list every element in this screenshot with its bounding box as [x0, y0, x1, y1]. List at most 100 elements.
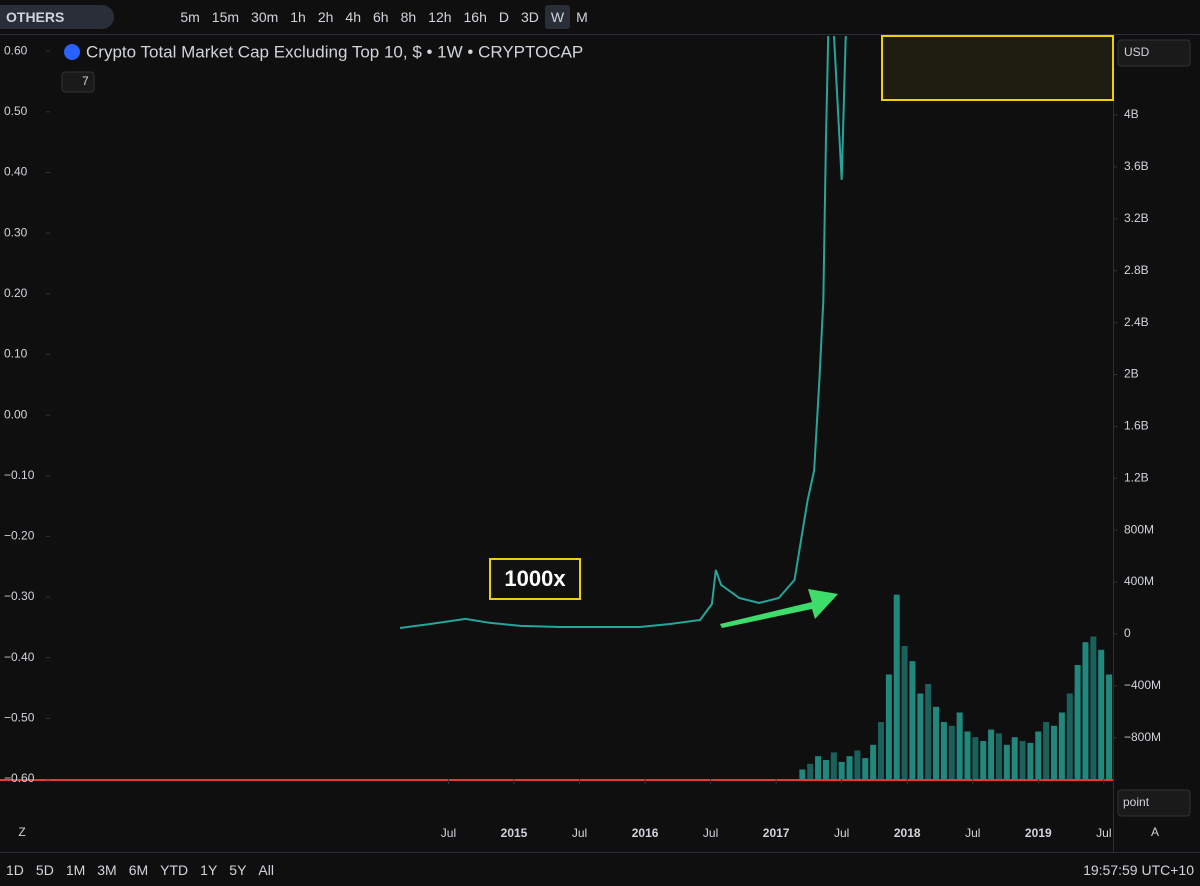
- symbol-search[interactable]: OTHERS: [0, 5, 115, 29]
- y-tick-label: 0.60: [4, 43, 28, 57]
- chart: Crypto Total Market Cap Excluding Top 10…: [0, 34, 1191, 852]
- x-tick-label: Jul: [834, 826, 849, 840]
- interval-button[interactable]: 4h: [345, 9, 361, 25]
- interval-button[interactable]: D: [498, 9, 509, 25]
- interval-button[interactable]: 12h: [428, 9, 452, 25]
- scale-mode: point: [1123, 795, 1150, 809]
- pane-divider: [0, 779, 1113, 781]
- volume-bar: [1066, 693, 1073, 779]
- x-tick-label: 2016: [632, 826, 659, 840]
- interval-button[interactable]: 16h: [463, 9, 487, 25]
- y2-tick-label: 400M: [1124, 574, 1154, 588]
- y-tick-label: −0.40: [4, 650, 35, 664]
- volume-bar: [807, 763, 814, 779]
- drawing-rect[interactable]: [881, 35, 1114, 101]
- y-tick-label: 0.40: [4, 165, 28, 179]
- plot: [399, 36, 1113, 779]
- volume-bar: [1035, 731, 1042, 779]
- volume-bar: [846, 756, 853, 779]
- interval-button[interactable]: 1h: [290, 9, 306, 25]
- volume-bar: [901, 646, 908, 779]
- auto-button[interactable]: A: [1151, 825, 1159, 839]
- y-tick-label: −0.10: [4, 468, 35, 482]
- y2-tick-label: 4B: [1124, 107, 1139, 121]
- volume-bar: [964, 731, 971, 779]
- volume-bar: [972, 737, 979, 779]
- interval-button[interactable]: 15m: [211, 9, 240, 25]
- x-tick-label: Jul: [572, 826, 587, 840]
- scale-select[interactable]: [1117, 789, 1191, 817]
- y-tick-label: 0.50: [4, 104, 28, 118]
- range-button[interactable]: 1Y: [200, 862, 218, 878]
- y-tick-label: 0.10: [4, 347, 28, 361]
- interval-button[interactable]: 6h: [373, 9, 389, 25]
- y-tick-label: 0.00: [4, 407, 28, 421]
- volume-bar: [917, 693, 924, 779]
- range-button[interactable]: 3M: [97, 862, 117, 878]
- volume-bar: [909, 661, 916, 779]
- range-button[interactable]: 5D: [35, 862, 54, 878]
- volume-bar: [1051, 725, 1058, 779]
- price-line: [399, 36, 847, 629]
- volume-bar: [830, 752, 837, 779]
- annotation-box: [489, 558, 581, 600]
- currency: USD: [1124, 45, 1150, 59]
- y2-tick-label: 1.2B: [1124, 470, 1149, 484]
- range-button[interactable]: All: [258, 862, 274, 878]
- interval-button[interactable]: 5m: [180, 9, 200, 25]
- volume-bar: [1106, 674, 1113, 779]
- range-button[interactable]: 5Y: [229, 862, 247, 878]
- interval-button[interactable]: W: [544, 5, 571, 29]
- y-tick-label: −0.30: [4, 589, 35, 603]
- y-tick-label: −0.20: [4, 529, 35, 543]
- volume-bar: [870, 744, 877, 779]
- volume-bar: [838, 761, 845, 779]
- volume-bar: [1098, 649, 1105, 779]
- volume-bar: [1019, 741, 1026, 779]
- y-tick-label: 0.20: [4, 286, 28, 300]
- range-button[interactable]: 6M: [128, 862, 149, 878]
- range-button[interactable]: 1M: [65, 862, 86, 878]
- x-tick-label: 2019: [1025, 826, 1052, 840]
- volume-bar: [1027, 742, 1034, 779]
- axis-border: [1113, 34, 1114, 852]
- zoom-button[interactable]: Z: [18, 825, 25, 839]
- y2-tick-label: 2B: [1124, 367, 1139, 381]
- bottom-bar: 1D 5D 1M 3M 6M YTD 1Y 5Y All 19:57:59 UTC+10: [0, 852, 1200, 886]
- y-tick-label: −0.50: [4, 711, 35, 725]
- x-tick-label: 2017: [763, 826, 790, 840]
- annotation: 1000x: [504, 566, 566, 591]
- x-tick-label: 2018: [894, 826, 921, 840]
- volume-bar: [956, 712, 963, 779]
- interval-button[interactable]: 8h: [400, 9, 417, 25]
- interval-button[interactable]: 3D: [521, 9, 539, 25]
- legend-toggle[interactable]: [61, 71, 95, 93]
- y2-tick-label: 800M: [1124, 522, 1154, 536]
- volume-bar: [885, 674, 892, 779]
- y-tick-label: −0.60: [4, 771, 35, 785]
- x-tick-label: Jul: [1096, 826, 1111, 840]
- interval-button[interactable]: M: [576, 9, 588, 25]
- volume-bar: [1058, 712, 1065, 779]
- volume-bar: [925, 684, 932, 779]
- volume-bar: [822, 760, 829, 779]
- currency-select[interactable]: [1117, 39, 1191, 67]
- volume-bar: [854, 750, 861, 779]
- volume-bar: [940, 722, 947, 779]
- volume-bar: [995, 733, 1002, 779]
- volume-bar: [980, 741, 987, 779]
- x-tick-label: Jul: [441, 826, 456, 840]
- chart-title: Crypto Total Market Cap Excluding Top 10…: [86, 42, 583, 61]
- y2-tick-label: 3.6B: [1124, 159, 1149, 173]
- volume-bar: [815, 756, 822, 779]
- volume-bar: [799, 769, 806, 779]
- x-tick-label: 2015: [501, 826, 528, 840]
- volume-bar: [948, 725, 955, 779]
- range-button[interactable]: 1D: [6, 862, 24, 878]
- y2-tick-label: 3.2B: [1124, 211, 1149, 225]
- range-button[interactable]: YTD: [160, 862, 189, 878]
- interval-button[interactable]: 2h: [317, 9, 334, 25]
- interval-button[interactable]: 30m: [251, 9, 279, 25]
- toolbar: OTHERS 5m 15m 30m 1h 2h 4h 6h 8h 12h 16h D 3D W M: [0, 0, 1200, 35]
